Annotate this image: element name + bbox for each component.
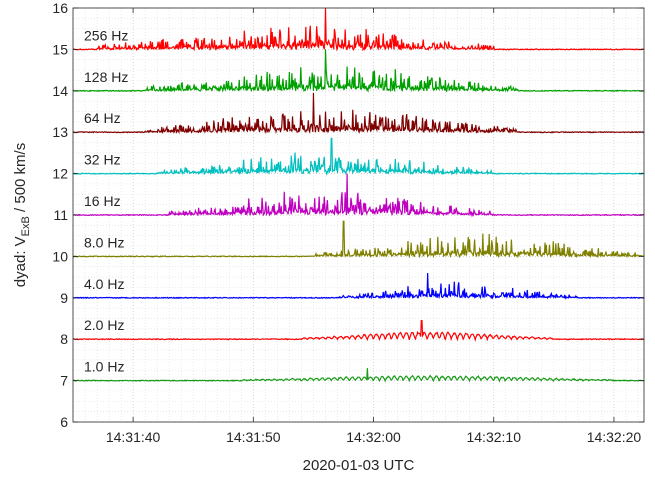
- series-label: 64 Hz: [84, 110, 121, 126]
- y-tick-label: 12: [52, 166, 68, 182]
- series-line: [72, 272, 645, 300]
- y-tick-label: 13: [52, 124, 68, 140]
- y-tick-label: 8: [60, 331, 68, 347]
- series-label: 16 Hz: [84, 193, 121, 209]
- series-labels: 1.0 Hz 2.0 Hz 4.0 Hz 8.0 Hz 16 Hz 32 Hz 64 Hz 1…: [84, 27, 128, 374]
- y-tick-label: 15: [52, 41, 68, 57]
- series-group: [72, 7, 645, 383]
- y-tick-label: 6: [60, 414, 68, 430]
- y-tick-label: 14: [52, 83, 68, 99]
- x-axis-label: 2020-01-03 UTC: [303, 457, 415, 474]
- series-label: 2.0 Hz: [84, 317, 124, 333]
- series-label: 4.0 Hz: [84, 276, 124, 292]
- x-tick-label: 14:32:20: [587, 429, 642, 445]
- y-axis-label: dyad: VExB / 500 km/s: [12, 143, 32, 287]
- grid: [72, 7, 644, 423]
- series-label: 32 Hz: [84, 152, 121, 168]
- y-tick-label: 10: [52, 248, 68, 264]
- series-line: [72, 137, 645, 176]
- y-axis-label-suffix: / 500 km/s: [12, 143, 29, 216]
- x-tick-label: 14:31:40: [106, 429, 161, 445]
- series-line: [72, 7, 645, 52]
- x-tick-label: 14:32:00: [346, 429, 401, 445]
- y-tick-label: 16: [52, 0, 68, 16]
- series-line: [72, 319, 645, 343]
- series-label: 1.0 Hz: [84, 359, 124, 375]
- y-axis-label-subscript: ExB: [20, 216, 32, 236]
- y-axis-label-prefix: dyad: V: [12, 236, 29, 287]
- ticks: 6 7 8 9 10 11 12 13 14 15 16 14:31:40 14:31:50 14:32:…: [52, 0, 644, 445]
- series-label: 8.0 Hz: [84, 234, 124, 250]
- series-line: [72, 92, 645, 135]
- series-line: [72, 49, 645, 93]
- series-label: 128 Hz: [84, 69, 128, 85]
- y-tick-label: 7: [60, 373, 68, 389]
- x-tick-label: 14:31:50: [226, 429, 281, 445]
- y-tick-label: 11: [53, 207, 68, 223]
- x-tick-label: 14:32:10: [466, 429, 521, 445]
- series-label: 256 Hz: [84, 27, 128, 43]
- series-line: [72, 368, 645, 383]
- y-tick-label: 9: [60, 290, 68, 306]
- series-line: [72, 220, 645, 259]
- series-line: [73, 173, 645, 218]
